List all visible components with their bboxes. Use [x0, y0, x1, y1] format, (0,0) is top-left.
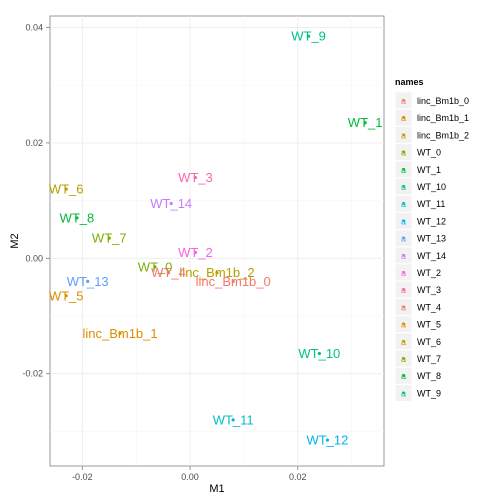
- legend-label: WT_13: [417, 234, 446, 244]
- point-label: WT_14: [150, 196, 192, 211]
- legend-label: WT_14: [417, 251, 446, 261]
- plot-panel: [49, 15, 385, 467]
- point-label: WT_2: [178, 245, 213, 260]
- point-label: WT_8: [60, 210, 95, 225]
- legend-title: names: [395, 77, 424, 87]
- y-tick-label: -0.02: [22, 369, 43, 379]
- legend-key-point: [402, 133, 405, 137]
- data-points: linc_Bm1b_0linc_Bm1b_1linc_Bm1b_2WT_0WT_…: [49, 29, 383, 448]
- data-point: [118, 331, 122, 335]
- legend-label: WT_12: [417, 216, 446, 226]
- x-axis-ticks: -0.02 0.00 0.02: [72, 466, 307, 482]
- x-tick-label: 0.00: [181, 472, 199, 482]
- data-point: [193, 175, 198, 180]
- data-point: [231, 279, 235, 283]
- point-label: WT_0: [138, 259, 173, 274]
- legend-key-point: [402, 271, 405, 274]
- data-point: [166, 271, 171, 275]
- x-axis-title: M1: [209, 483, 224, 495]
- y-tick-label: 0.02: [25, 138, 43, 148]
- y-tick-label: 0.04: [25, 23, 43, 33]
- legend-key-point: [402, 185, 405, 188]
- y-axis-ticks: -0.02 0.00 0.02 0.04: [22, 23, 50, 379]
- legend-key-point: [402, 99, 405, 102]
- data-point: [193, 250, 198, 255]
- point-label: WT_13: [67, 274, 109, 289]
- point-label: WT_3: [178, 170, 213, 185]
- data-point: [153, 265, 157, 269]
- x-tick-label: 0.02: [289, 472, 307, 482]
- data-point: [215, 271, 219, 275]
- legend-label: WT_10: [417, 182, 446, 192]
- data-point: [317, 351, 321, 356]
- legend-key-point: [402, 391, 405, 395]
- data-point: [107, 236, 111, 240]
- legend-label: linc_Bm1b_2: [417, 130, 469, 140]
- point-label: WT_11: [213, 412, 254, 427]
- y-axis-title: M2: [9, 233, 21, 248]
- legend-label: WT_1: [417, 165, 441, 175]
- point-label: WT_7: [92, 231, 127, 246]
- legend-label: WT_11: [417, 199, 445, 209]
- legend-key-point: [402, 236, 405, 240]
- legend-label: WT_6: [417, 337, 441, 347]
- data-point: [231, 418, 235, 422]
- data-point: [64, 294, 68, 298]
- point-label: WT_6: [49, 182, 84, 197]
- point-label: linc_Bm1b_2: [179, 265, 254, 280]
- data-point: [86, 279, 90, 283]
- legend-label: WT_9: [417, 388, 441, 398]
- point-label: WT_4: [151, 265, 186, 280]
- legend-label: linc_Bm1b_1: [417, 113, 469, 123]
- legend-key-point: [402, 357, 405, 360]
- y-tick-label: 0.00: [25, 253, 43, 263]
- legend-label: WT_7: [417, 354, 441, 364]
- point-label: linc_Bm1b_1: [82, 326, 157, 341]
- legend-key-point: [402, 254, 405, 257]
- point-label: WT_12: [306, 433, 348, 448]
- x-tick-label: -0.02: [72, 472, 93, 482]
- point-label: WT_1: [348, 115, 383, 130]
- point-label: WT_9: [291, 29, 326, 44]
- legend: names alinc_Bm1b_0alinc_Bm1b_1alinc_Bm1b…: [394, 77, 469, 402]
- legend-key-point: [402, 322, 405, 326]
- legend-key-point: [402, 116, 405, 119]
- legend-key-point: [402, 150, 405, 154]
- data-point: [306, 34, 311, 38]
- grid-lines: [50, 16, 384, 466]
- legend-key-point: [402, 168, 405, 171]
- legend-label: WT_3: [417, 285, 441, 295]
- point-label: WT_10: [298, 346, 340, 361]
- data-point: [64, 187, 68, 191]
- point-label: WT_5: [49, 288, 84, 303]
- data-point: [363, 121, 367, 125]
- legend-key-point: [402, 219, 405, 223]
- legend-label: WT_8: [417, 371, 441, 381]
- legend-key-point: [402, 202, 405, 205]
- legend-key-point: [402, 374, 405, 377]
- legend-key-point: [402, 288, 405, 291]
- point-label: linc_Bm1b_0: [196, 274, 271, 289]
- data-point: [75, 216, 79, 220]
- data-point: [325, 438, 330, 442]
- legend-label: WT_0: [417, 148, 441, 158]
- legend-label: WT_5: [417, 320, 441, 330]
- legend-label: WT_4: [417, 302, 441, 312]
- legend-key-point: [402, 340, 405, 343]
- legend-label: linc_Bm1b_0: [417, 96, 469, 106]
- legend-label: WT_2: [417, 268, 441, 278]
- data-point: [169, 201, 173, 206]
- legend-key-point: [402, 305, 405, 309]
